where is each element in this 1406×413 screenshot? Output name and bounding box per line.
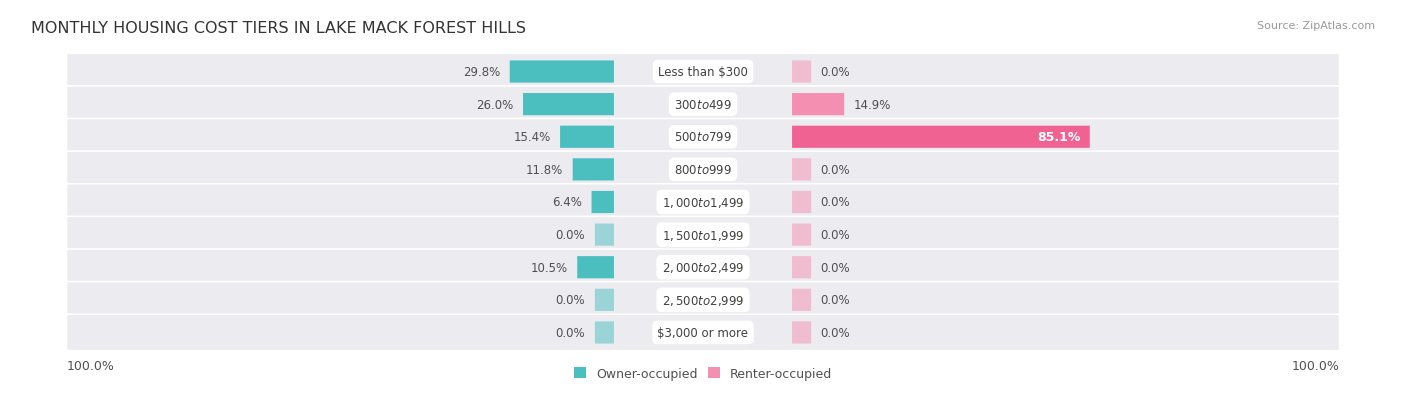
FancyBboxPatch shape — [523, 94, 614, 116]
Text: 10.5%: 10.5% — [530, 261, 568, 274]
Text: Source: ZipAtlas.com: Source: ZipAtlas.com — [1257, 21, 1375, 31]
FancyBboxPatch shape — [66, 249, 1340, 286]
FancyBboxPatch shape — [792, 256, 811, 279]
Text: 85.1%: 85.1% — [1036, 131, 1080, 144]
Text: 0.0%: 0.0% — [821, 261, 851, 274]
FancyBboxPatch shape — [66, 282, 1340, 318]
FancyBboxPatch shape — [792, 224, 811, 246]
FancyBboxPatch shape — [66, 87, 1340, 123]
Text: 0.0%: 0.0% — [821, 294, 851, 306]
FancyBboxPatch shape — [66, 119, 1340, 156]
Text: $2,000 to $2,499: $2,000 to $2,499 — [662, 261, 744, 275]
Text: $1,000 to $1,499: $1,000 to $1,499 — [662, 195, 744, 209]
Text: Less than $300: Less than $300 — [658, 66, 748, 79]
Text: 0.0%: 0.0% — [821, 326, 851, 339]
FancyBboxPatch shape — [66, 184, 1340, 221]
Text: 11.8%: 11.8% — [526, 164, 564, 176]
Text: 14.9%: 14.9% — [853, 98, 891, 112]
FancyBboxPatch shape — [66, 314, 1340, 351]
FancyBboxPatch shape — [792, 126, 1090, 149]
Text: $800 to $999: $800 to $999 — [673, 164, 733, 176]
FancyBboxPatch shape — [595, 289, 614, 311]
Text: $300 to $499: $300 to $499 — [673, 98, 733, 112]
Text: $1,500 to $1,999: $1,500 to $1,999 — [662, 228, 744, 242]
Text: $500 to $799: $500 to $799 — [673, 131, 733, 144]
Text: MONTHLY HOUSING COST TIERS IN LAKE MACK FOREST HILLS: MONTHLY HOUSING COST TIERS IN LAKE MACK … — [31, 21, 526, 36]
Text: 0.0%: 0.0% — [555, 326, 585, 339]
Text: 100.0%: 100.0% — [67, 359, 115, 372]
Text: 0.0%: 0.0% — [821, 66, 851, 79]
Text: 0.0%: 0.0% — [555, 228, 585, 242]
FancyBboxPatch shape — [578, 256, 614, 279]
Text: 100.0%: 100.0% — [1291, 359, 1339, 372]
FancyBboxPatch shape — [572, 159, 614, 181]
Text: 26.0%: 26.0% — [477, 98, 513, 112]
FancyBboxPatch shape — [510, 61, 614, 83]
FancyBboxPatch shape — [792, 289, 811, 311]
Legend: Owner-occupied, Renter-occupied: Owner-occupied, Renter-occupied — [568, 362, 838, 385]
FancyBboxPatch shape — [66, 217, 1340, 253]
FancyBboxPatch shape — [560, 126, 614, 149]
FancyBboxPatch shape — [66, 152, 1340, 188]
Text: 0.0%: 0.0% — [821, 228, 851, 242]
Text: 29.8%: 29.8% — [463, 66, 501, 79]
FancyBboxPatch shape — [792, 61, 811, 83]
FancyBboxPatch shape — [792, 94, 844, 116]
FancyBboxPatch shape — [792, 192, 811, 214]
Text: 0.0%: 0.0% — [555, 294, 585, 306]
Text: 15.4%: 15.4% — [513, 131, 551, 144]
Text: 6.4%: 6.4% — [553, 196, 582, 209]
FancyBboxPatch shape — [792, 322, 811, 344]
FancyBboxPatch shape — [595, 224, 614, 246]
Text: $2,500 to $2,999: $2,500 to $2,999 — [662, 293, 744, 307]
FancyBboxPatch shape — [792, 159, 811, 181]
Text: 0.0%: 0.0% — [821, 164, 851, 176]
FancyBboxPatch shape — [66, 54, 1340, 90]
FancyBboxPatch shape — [595, 322, 614, 344]
FancyBboxPatch shape — [592, 192, 614, 214]
Text: $3,000 or more: $3,000 or more — [658, 326, 748, 339]
Text: 0.0%: 0.0% — [821, 196, 851, 209]
